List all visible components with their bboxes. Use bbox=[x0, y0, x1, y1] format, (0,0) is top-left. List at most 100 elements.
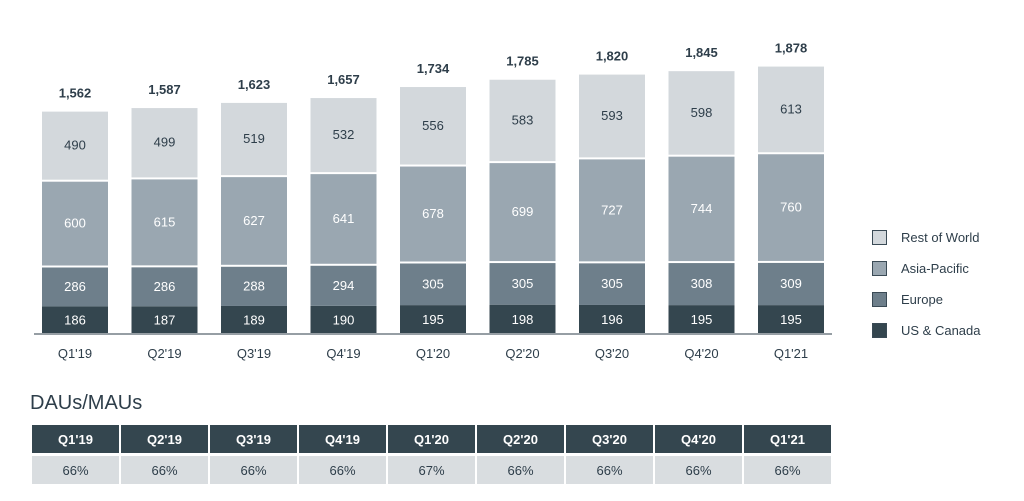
dau-mau-value-cell: 66% bbox=[744, 453, 831, 484]
bar-segment-asia-pacific bbox=[758, 154, 824, 261]
bar-total-label: 1,820 bbox=[596, 49, 629, 64]
bar-segment-value-label: 190 bbox=[333, 312, 355, 327]
bar-segment-value-label: 699 bbox=[512, 204, 534, 219]
bar-segment-asia-pacific bbox=[579, 159, 645, 262]
bar-segment-europe bbox=[668, 263, 735, 306]
bar-segment-rest-of-world bbox=[489, 79, 556, 162]
bar-segment-value-label: 186 bbox=[64, 313, 86, 328]
bar-segment-value-label: 744 bbox=[691, 201, 713, 216]
bar-segment-value-label: 613 bbox=[780, 101, 802, 116]
legend-item: US & Canada bbox=[872, 315, 1022, 346]
bar-segment-asia-pacific bbox=[310, 174, 377, 264]
bar-segment-value-label: 286 bbox=[154, 279, 176, 294]
legend-item: Europe bbox=[872, 284, 1022, 315]
x-tick-label: Q3'20 bbox=[595, 346, 629, 361]
bar-segment-value-label: 519 bbox=[243, 131, 265, 146]
bar-total-label: 1,587 bbox=[148, 82, 181, 97]
dau-mau-value-cell: 66% bbox=[299, 453, 386, 484]
bar-segment-rest-of-world bbox=[758, 66, 824, 153]
bar-segment-value-label: 678 bbox=[422, 206, 444, 221]
bar-segment-asia-pacific bbox=[400, 166, 466, 262]
bar-segment-rest-of-world bbox=[221, 102, 287, 176]
bar-segment-value-label: 305 bbox=[422, 276, 444, 291]
bar-segment-value-label: 641 bbox=[333, 211, 355, 226]
legend-swatch bbox=[872, 292, 887, 307]
bar-total-label: 1,734 bbox=[417, 61, 450, 76]
bar-segment-value-label: 532 bbox=[333, 127, 355, 142]
bar-segment-asia-pacific bbox=[668, 156, 735, 262]
bar-segment-value-label: 286 bbox=[64, 279, 86, 294]
bar-segment-europe bbox=[42, 267, 108, 307]
bar-total-label: 1,562 bbox=[59, 86, 92, 101]
bar-segment-value-label: 583 bbox=[512, 112, 534, 127]
dau-mau-value-cell: 66% bbox=[32, 453, 119, 484]
bar-segment-rest-of-world bbox=[400, 87, 466, 165]
dau-mau-table: Q1'19 Q2'19 Q3'19 Q4'19 Q1'20 Q2'20 Q3'20 Q4'20… bbox=[30, 425, 833, 484]
legend-label: US & Canada bbox=[901, 323, 981, 338]
dau-mau-value-cell: 66% bbox=[477, 453, 564, 484]
bar-segment-us-canada bbox=[310, 305, 377, 333]
legend-item: Asia-Pacific bbox=[872, 253, 1022, 284]
legend-label: Europe bbox=[901, 292, 943, 307]
dau-mau-value-cell: 66% bbox=[210, 453, 297, 484]
dau-mau-title: DAUs/MAUs bbox=[30, 392, 143, 414]
bar-segment-value-label: 598 bbox=[691, 105, 713, 120]
bar-segment-us-canada bbox=[489, 304, 556, 333]
bar-total-label: 1,623 bbox=[238, 77, 271, 92]
bar-segment-us-canada bbox=[758, 305, 824, 333]
bar-segment-value-label: 195 bbox=[780, 312, 802, 327]
dau-mau-value-cell: 66% bbox=[121, 453, 208, 484]
stacked-bar-chart: 186 286 600 490 1,562 Q1'19 187 286 615 499 1,587 Q… bbox=[34, 41, 832, 361]
bar-segment-us-canada bbox=[131, 306, 198, 333]
dau-mau-value-cell: 67% bbox=[388, 453, 475, 484]
bar-segment-europe bbox=[221, 266, 287, 306]
bar-segment-rest-of-world bbox=[310, 98, 377, 173]
bar-segment-value-label: 198 bbox=[512, 312, 534, 327]
bar-segment-value-label: 195 bbox=[422, 312, 444, 327]
x-tick-label: Q1'21 bbox=[774, 346, 808, 361]
bar-segment-value-label: 760 bbox=[780, 200, 802, 215]
x-tick-label: Q4'19 bbox=[326, 346, 360, 361]
bar-segment-asia-pacific bbox=[489, 163, 556, 262]
bar-segment-rest-of-world bbox=[42, 111, 108, 180]
legend-swatch bbox=[872, 323, 887, 338]
bar-segment-europe bbox=[579, 263, 645, 305]
bar-segment-value-label: 309 bbox=[780, 276, 802, 291]
bar-segment-value-label: 305 bbox=[512, 276, 534, 291]
bar-segment-europe bbox=[310, 265, 377, 306]
bar-segment-europe bbox=[400, 263, 466, 306]
bar-total-label: 1,785 bbox=[506, 54, 539, 69]
dau-mau-header-row: Q1'19 Q2'19 Q3'19 Q4'19 Q1'20 Q2'20 Q3'20 Q4'20… bbox=[32, 425, 831, 453]
x-tick-label: Q3'19 bbox=[237, 346, 271, 361]
dau-mau-header-cell: Q4'19 bbox=[299, 425, 386, 453]
x-tick-label: Q2'20 bbox=[505, 346, 539, 361]
bar-segment-value-label: 556 bbox=[422, 118, 444, 133]
bar-segment-europe bbox=[131, 267, 198, 307]
bar-segment-us-canada bbox=[579, 304, 645, 333]
bar-segment-value-label: 305 bbox=[601, 276, 623, 291]
legend-item: Rest of World bbox=[872, 222, 1022, 253]
x-tick-label: Q1'19 bbox=[58, 346, 92, 361]
bar-segment-rest-of-world bbox=[131, 108, 198, 178]
dau-mau-value-cell: 66% bbox=[655, 453, 742, 484]
bar-segment-us-canada bbox=[668, 305, 735, 333]
bar-segment-value-label: 288 bbox=[243, 278, 265, 293]
bar-segment-rest-of-world bbox=[668, 71, 735, 155]
bar-segment-us-canada bbox=[400, 305, 466, 333]
bar-segment-value-label: 627 bbox=[243, 213, 265, 228]
legend-swatch bbox=[872, 261, 887, 276]
bar-segment-value-label: 294 bbox=[333, 278, 355, 293]
bar-segment-asia-pacific bbox=[42, 181, 108, 266]
x-tick-label: Q2'19 bbox=[147, 346, 181, 361]
dau-mau-value-cell: 66% bbox=[566, 453, 653, 484]
chart-legend: Rest of World Asia-Pacific Europe US & Cana… bbox=[872, 222, 1022, 346]
legend-swatch bbox=[872, 230, 887, 245]
legend-label: Asia-Pacific bbox=[901, 261, 969, 276]
bar-segment-europe bbox=[758, 262, 824, 306]
dau-mau-value-row: 66% 66% 66% 66% 67% 66% 66% 66% 66% bbox=[32, 453, 831, 484]
bar-segment-value-label: 196 bbox=[601, 312, 623, 327]
bar-segment-value-label: 187 bbox=[154, 313, 176, 328]
x-tick-label: Q1'20 bbox=[416, 346, 450, 361]
bar-segment-value-label: 490 bbox=[64, 138, 86, 153]
bar-segment-value-label: 600 bbox=[64, 216, 86, 231]
